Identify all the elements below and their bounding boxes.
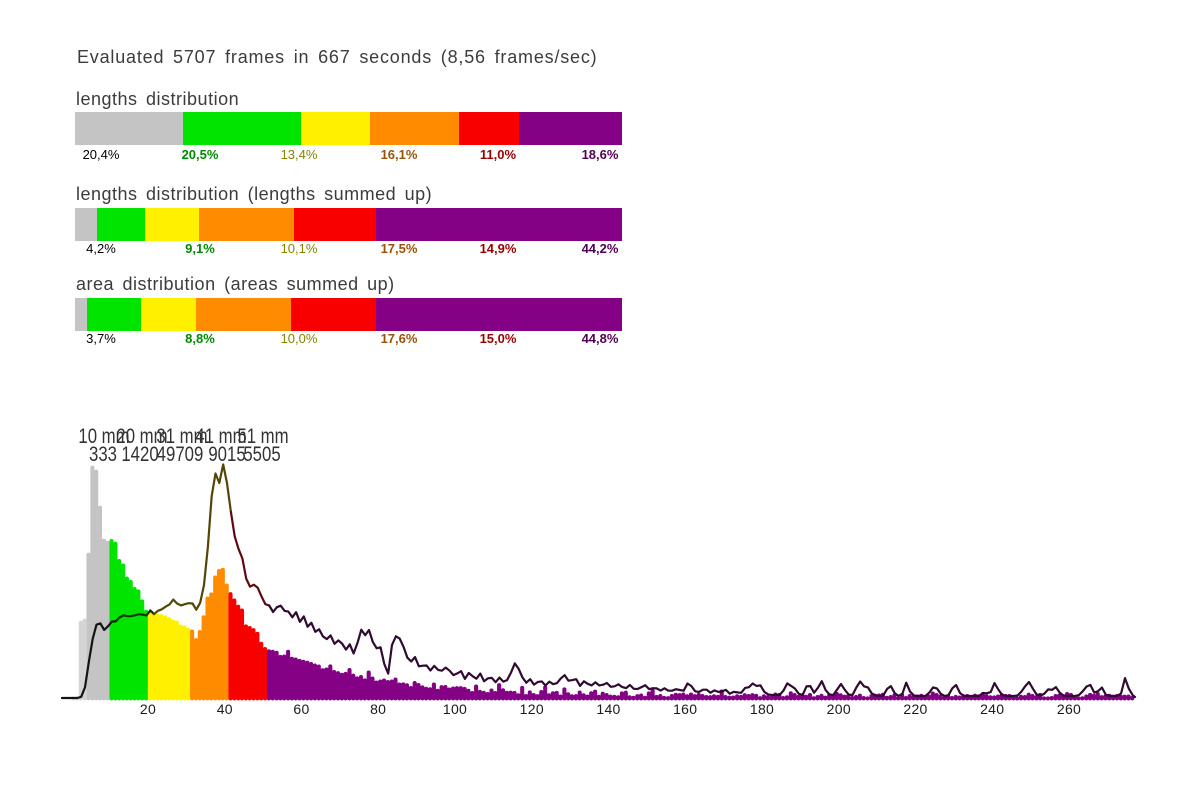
svg-text:140: 140 xyxy=(596,701,620,717)
svg-text:240: 240 xyxy=(980,701,1004,717)
svg-text:220: 220 xyxy=(903,701,927,717)
svg-text:180: 180 xyxy=(750,701,774,717)
svg-text:200: 200 xyxy=(827,701,851,717)
svg-text:100: 100 xyxy=(443,701,467,717)
svg-text:120: 120 xyxy=(520,701,544,717)
svg-text:160: 160 xyxy=(673,701,697,717)
svg-text:40: 40 xyxy=(217,701,233,717)
svg-text:20: 20 xyxy=(140,701,156,717)
svg-text:260: 260 xyxy=(1057,701,1081,717)
svg-text:60: 60 xyxy=(293,701,309,717)
svg-text:80: 80 xyxy=(370,701,386,717)
